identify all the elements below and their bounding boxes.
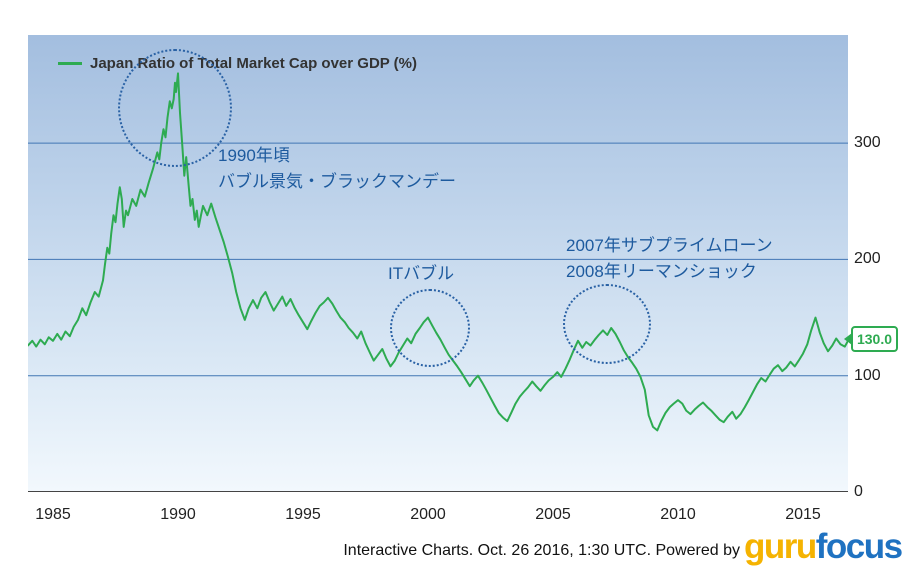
legend[interactable]: Japan Ratio of Total Market Cap over GDP… xyxy=(58,55,417,72)
plot-area[interactable]: Japan Ratio of Total Market Cap over GDP… xyxy=(28,35,848,492)
x-axis-label: 2005 xyxy=(535,506,571,523)
x-axis-label: 1995 xyxy=(285,506,321,523)
current-value-badge: 130.0 xyxy=(844,325,898,352)
bubble-1990-circle-annotation xyxy=(118,49,232,167)
annotation-line: バブル景気・ブラックマンデー xyxy=(218,172,456,191)
financial-crisis-annotation-text: 2007年サブプライムローン 2008年リーマンショック xyxy=(566,233,773,285)
series-line-swatch-icon xyxy=(58,62,82,65)
left-arrow-icon xyxy=(844,332,852,345)
annotation-line: 2007年サブプライムローン xyxy=(566,236,773,255)
x-axis-label: 1990 xyxy=(160,506,196,523)
x-axis-label: 2000 xyxy=(410,506,446,523)
x-axis-label: 2015 xyxy=(785,506,821,523)
annotation-line: 2008年リーマンショック xyxy=(566,262,757,281)
annotation-line: ITバブル xyxy=(388,264,455,283)
annotation-line: 1990年頃 xyxy=(218,146,290,165)
x-axis-label: 1985 xyxy=(35,506,71,523)
x-axis-label: 2010 xyxy=(660,506,696,523)
y-axis-label: 300 xyxy=(854,134,881,152)
it-bubble-circle-annotation xyxy=(390,289,470,367)
footer-caption: Interactive Charts. Oct. 26 2016, 1:30 U… xyxy=(343,542,740,559)
current-value-label: 130.0 xyxy=(856,330,893,347)
y-axis-label: 100 xyxy=(854,366,881,384)
y-axis-label: 200 xyxy=(854,250,881,268)
logo-guru-text: guru xyxy=(744,527,817,566)
logo-focus-text: focus xyxy=(815,527,903,566)
financial-crisis-circle-annotation xyxy=(563,284,651,364)
gurufocus-logo[interactable]: gurufocus xyxy=(744,527,903,567)
y-axis-label: 0 xyxy=(854,483,863,500)
it-bubble-annotation-text: ITバブル xyxy=(388,261,454,287)
bubble-1990-annotation-text: 1990年頃 バブル景気・ブラックマンデー xyxy=(218,143,456,195)
